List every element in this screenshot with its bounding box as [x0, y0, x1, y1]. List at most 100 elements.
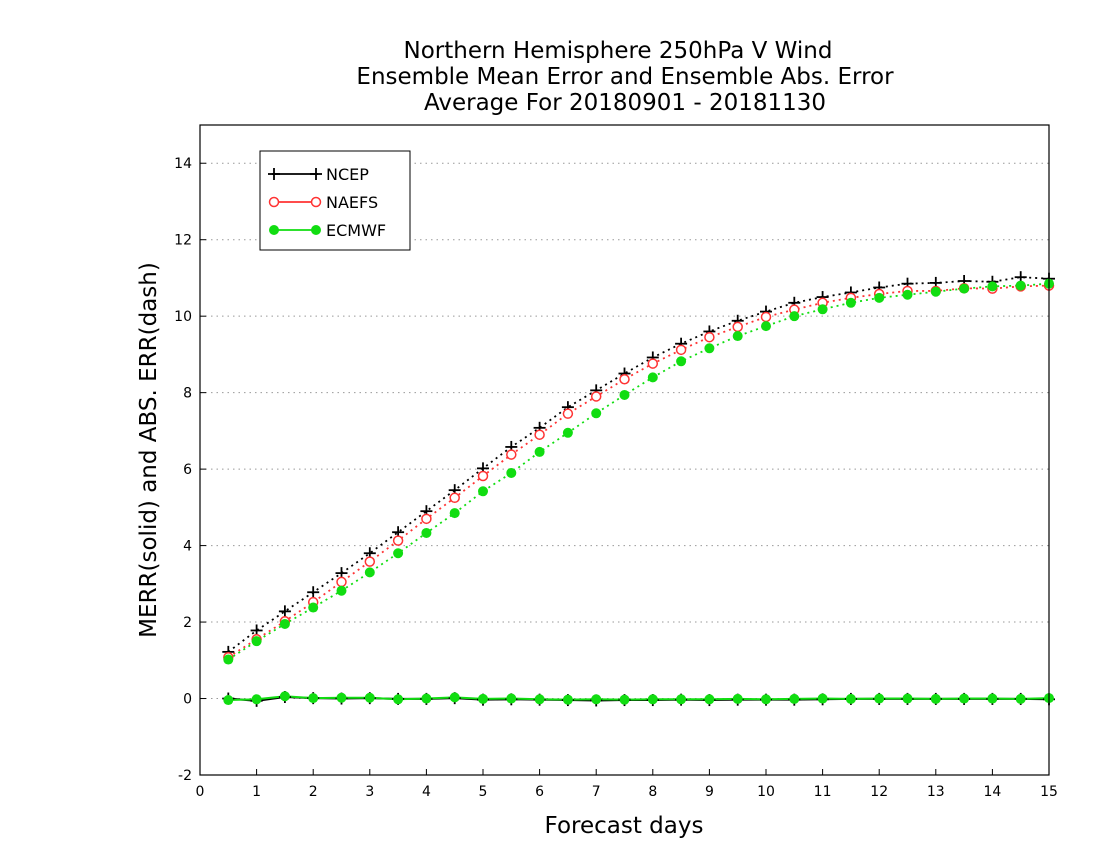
ecmwf-mean-error-point [534, 694, 545, 705]
y-tick-label: 6 [183, 462, 192, 478]
ecmwf-abs-error-point [619, 389, 630, 400]
y-tick-label: 14 [174, 156, 192, 172]
series-naefs [227, 284, 1050, 658]
ecmwf-abs-error-point [732, 331, 743, 342]
naefs-abs-error-line [227, 284, 1050, 658]
legend: NCEP NAEFS ECMWF [259, 150, 411, 251]
y-tick-label: 10 [174, 309, 192, 325]
ecmwf-mean-error-point [959, 693, 970, 704]
y-axis-label: MERR(solid) and ABS. ERR(dash) [136, 262, 162, 638]
x-tick-label: 4 [422, 784, 431, 800]
ecmwf-abs-error-point [308, 602, 319, 613]
ecmwf-abs-error-point [393, 548, 404, 559]
y-axis-ticks: -2 0 2 4 6 8 10 12 14 [174, 156, 206, 784]
ecmwf-mean-error-point [1015, 693, 1026, 704]
ecmwf-mean-error-point [902, 693, 913, 704]
naefs-abs-error-point [336, 576, 347, 588]
x-tick-label: 7 [592, 784, 601, 800]
naefs-abs-error-point [421, 513, 432, 525]
grid-lines [200, 162, 1049, 776]
naefs-abs-error-point [732, 321, 743, 333]
x-axis-label: Forecast days [545, 813, 704, 839]
ecmwf-mean-error-point [336, 692, 347, 703]
x-tick-label: 10 [757, 784, 775, 800]
ecmwf-abs-error-point [874, 292, 885, 303]
title-line-3: Average For 20180901 - 20181130 [424, 90, 826, 116]
legend-item-ncep: NCEP [268, 165, 369, 184]
legend-item-ecmwf: ECMWF [269, 221, 386, 240]
ecmwf-abs-error-point [336, 585, 347, 596]
legend-marker-ncep [268, 168, 280, 180]
naefs-abs-error-point [704, 331, 715, 343]
x-tick-label: 13 [927, 784, 945, 800]
y-tick-label: 4 [183, 539, 192, 555]
x-tick-label: 12 [870, 784, 888, 800]
ecmwf-abs-error-point [902, 289, 913, 300]
x-tick-label: 6 [535, 784, 544, 800]
legend-marker-naefs [310, 196, 322, 208]
ecmwf-mean-error-point [619, 694, 630, 705]
ecmwf-mean-error-point [930, 693, 941, 704]
ecmwf-abs-error-point [364, 567, 375, 578]
ecmwf-abs-error-point [534, 446, 545, 457]
naefs-abs-error-point [364, 556, 376, 567]
ecmwf-mean-error-point [478, 693, 488, 704]
legend-item-naefs: NAEFS [268, 193, 378, 212]
legend-label-ncep: NCEP [326, 165, 369, 184]
series-ecmwf [227, 282, 1050, 702]
ecmwf-abs-error-point [562, 427, 573, 438]
legend-label-ecmwf: ECMWF [326, 221, 386, 240]
ecmwf-abs-error-line [227, 282, 1050, 661]
naefs-abs-error-point [392, 535, 404, 546]
ecmwf-abs-error-point [647, 372, 658, 383]
ncep-abs-error-point [278, 605, 291, 618]
ecmwf-mean-error-point [393, 694, 404, 705]
x-tick-label: 15 [1040, 784, 1058, 800]
naefs-abs-error-point [534, 429, 545, 440]
ecmwf-abs-error-point [251, 636, 262, 647]
x-tick-label: 3 [365, 784, 374, 800]
naefs-abs-error-point [590, 391, 602, 402]
ecmwf-mean-error-point [591, 694, 602, 705]
ecmwf-mean-error-line [228, 695, 1050, 702]
ecmwf-mean-error-point [987, 693, 998, 704]
title-line-1: Northern Hemisphere 250hPa V Wind [404, 38, 833, 64]
ecmwf-mean-error-point [647, 694, 658, 705]
ecmwf-mean-error-point [845, 693, 856, 704]
ecmwf-mean-error-point [562, 694, 573, 705]
ncep-markers [222, 271, 1055, 707]
ecmwf-mean-error-point [817, 693, 828, 704]
ecmwf-abs-error-point [279, 618, 290, 629]
ecmwf-mean-error-point [789, 693, 800, 704]
naefs-abs-error-point [647, 358, 659, 369]
x-axis-ticks: 0 1 2 3 4 5 6 7 8 9 10 11 12 13 14 15 [196, 769, 1058, 800]
ecmwf-abs-error-point [506, 467, 517, 478]
ecmwf-abs-error-point [930, 286, 941, 297]
ecmwf-mean-error-point [506, 693, 517, 704]
ecmwf-mean-error-point [704, 694, 715, 705]
ecmwf-abs-error-point [478, 486, 488, 497]
ecmwf-abs-error-point [817, 304, 828, 315]
ncep-abs-error-point [307, 586, 320, 599]
ecmwf-abs-error-point [223, 654, 234, 665]
title-line-2: Ensemble Mean Error and Ensemble Abs. Er… [356, 64, 894, 90]
ecmwf-mean-error-point [874, 693, 885, 704]
ecmwf-abs-error-point [1015, 280, 1026, 291]
ecmwf-abs-error-point [845, 297, 856, 308]
naefs-abs-error-point [562, 408, 574, 419]
legend-marker-ecmwf [311, 225, 321, 235]
plot-series [222, 271, 1055, 707]
ecmwf-abs-error-point [676, 356, 687, 367]
ecmwf-mean-error-point [421, 693, 432, 704]
ecmwf-abs-error-point [421, 527, 432, 538]
chart-title: Northern Hemisphere 250hPa V Wind Ensemb… [356, 38, 894, 116]
naefs-abs-error-point [760, 311, 772, 323]
ecmwf-abs-error-point [449, 508, 460, 519]
ecmwf-mean-error-point [279, 691, 290, 702]
y-tick-label: 8 [183, 386, 192, 402]
naefs-markers [223, 280, 1055, 663]
ecmwf-mean-error-point [364, 692, 375, 703]
ecmwf-markers [223, 278, 1054, 706]
naefs-abs-error-point [449, 492, 460, 504]
